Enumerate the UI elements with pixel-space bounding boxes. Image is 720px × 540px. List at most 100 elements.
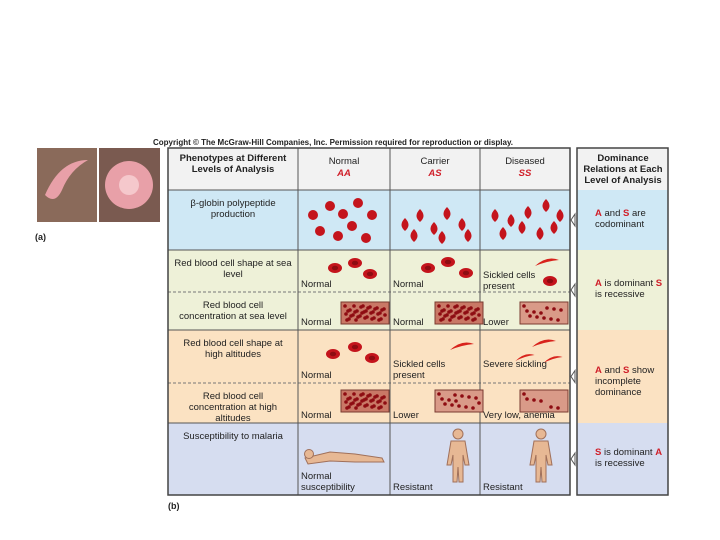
conc-dot: [454, 399, 458, 403]
arrow: [570, 368, 576, 385]
polypeptide: [338, 209, 348, 219]
rbc-center: [368, 355, 376, 361]
conc-dot: [471, 406, 475, 410]
arrow: [570, 282, 576, 298]
conc-dot: [473, 317, 477, 321]
human-body: [529, 440, 553, 483]
conc-dot: [354, 318, 358, 322]
human-head: [452, 428, 464, 440]
polypeptide: [556, 209, 564, 222]
rbc-center: [462, 270, 470, 276]
polypeptide: [458, 218, 466, 231]
conc-dot: [379, 405, 383, 409]
conc-dot: [455, 304, 459, 308]
photo: [37, 148, 97, 222]
dominance-text: A is dominant S is recessive: [595, 278, 663, 300]
conc-dot: [354, 406, 358, 410]
sickle-cell: [515, 354, 535, 361]
conc-dot: [552, 307, 556, 311]
conc-dot: [450, 403, 454, 407]
conc-dot: [441, 317, 445, 321]
row-label: Red blood cell shape at high altitudes: [183, 338, 283, 360]
conc-dot: [347, 317, 351, 321]
dom-band: [577, 250, 668, 330]
cell-text: Normal: [301, 410, 332, 421]
conc-dot: [458, 309, 462, 313]
conc-dot: [442, 308, 446, 312]
cell-text: Sickled cells present: [393, 359, 446, 381]
conc-dot: [368, 393, 372, 397]
cell-text: Normal: [301, 317, 332, 328]
conc-dot: [379, 317, 383, 321]
polypeptide: [464, 229, 472, 242]
conc-dot: [347, 405, 351, 409]
conc-dot: [539, 311, 543, 315]
dom-band: [577, 423, 668, 495]
conc-dot: [522, 392, 526, 396]
cell-text: Lower: [393, 410, 419, 421]
cell-text: Normal: [301, 279, 332, 290]
conc-dot: [559, 308, 563, 312]
row-label: Red blood cell shape at sea level: [174, 258, 292, 280]
header-label: Phenotypes at Different Levels of Analys…: [179, 153, 287, 175]
rbc-center: [366, 271, 374, 277]
concentration-box: [519, 301, 569, 325]
conc-dot: [522, 304, 526, 308]
conc-dot: [348, 396, 352, 400]
conc-dot: [361, 392, 365, 396]
column-name: Normal: [328, 156, 360, 167]
conc-dot: [344, 400, 348, 404]
arrow: [570, 212, 576, 228]
conc-dot: [355, 397, 359, 401]
conc-dot: [453, 393, 457, 397]
dominance-phrase: is dominant: [601, 447, 656, 458]
conc-dot: [452, 314, 456, 318]
polypeptide: [361, 233, 371, 243]
dominance-phrase: are codominant: [595, 208, 646, 230]
conc-dot: [372, 316, 376, 320]
human-head: [304, 449, 314, 459]
conc-dot: [457, 404, 461, 408]
conc-dot: [438, 312, 442, 316]
conc-dot: [449, 309, 453, 313]
conc-dot: [532, 398, 536, 402]
dominance-phrase: is recessive: [595, 289, 645, 300]
polypeptide: [416, 209, 424, 222]
conc-dot: [371, 310, 375, 314]
allele: A: [595, 208, 602, 219]
rbc-center: [444, 259, 452, 265]
polypeptide: [333, 231, 343, 241]
human-lying: [304, 451, 385, 465]
dominance-phrase: show incomplete dominance: [595, 364, 655, 398]
conc-dot: [382, 307, 386, 311]
allele: A: [655, 447, 663, 458]
rbc-center: [329, 351, 337, 357]
conc-dot: [368, 305, 372, 309]
conc-dot: [446, 304, 450, 308]
conc-dot: [532, 310, 536, 314]
genotype: AS: [428, 168, 442, 179]
conc-dot: [364, 397, 368, 401]
cell-text: Severe sickling: [483, 359, 547, 370]
human-head: [535, 428, 547, 440]
conc-dot: [556, 318, 560, 322]
allele: S: [655, 278, 663, 289]
dom-header-bg: [577, 148, 668, 190]
conc-dot: [375, 306, 379, 310]
sickle-cell: [543, 356, 563, 363]
row-label: Red blood cell concentration at sea leve…: [179, 300, 287, 322]
polypeptide: [430, 222, 438, 235]
conc-dot: [348, 308, 352, 312]
sickle-cell: [532, 339, 556, 347]
concentration-box: [434, 389, 484, 413]
conc-dot: [358, 314, 362, 318]
arrow: [570, 451, 576, 467]
conc-dot: [525, 309, 529, 313]
polypeptide: [308, 210, 318, 220]
cell-text: Lower: [483, 317, 509, 328]
conc-dot: [545, 306, 549, 310]
conc-dot: [535, 315, 539, 319]
conc-dot: [467, 395, 471, 399]
column-name: Carrier: [420, 156, 450, 167]
